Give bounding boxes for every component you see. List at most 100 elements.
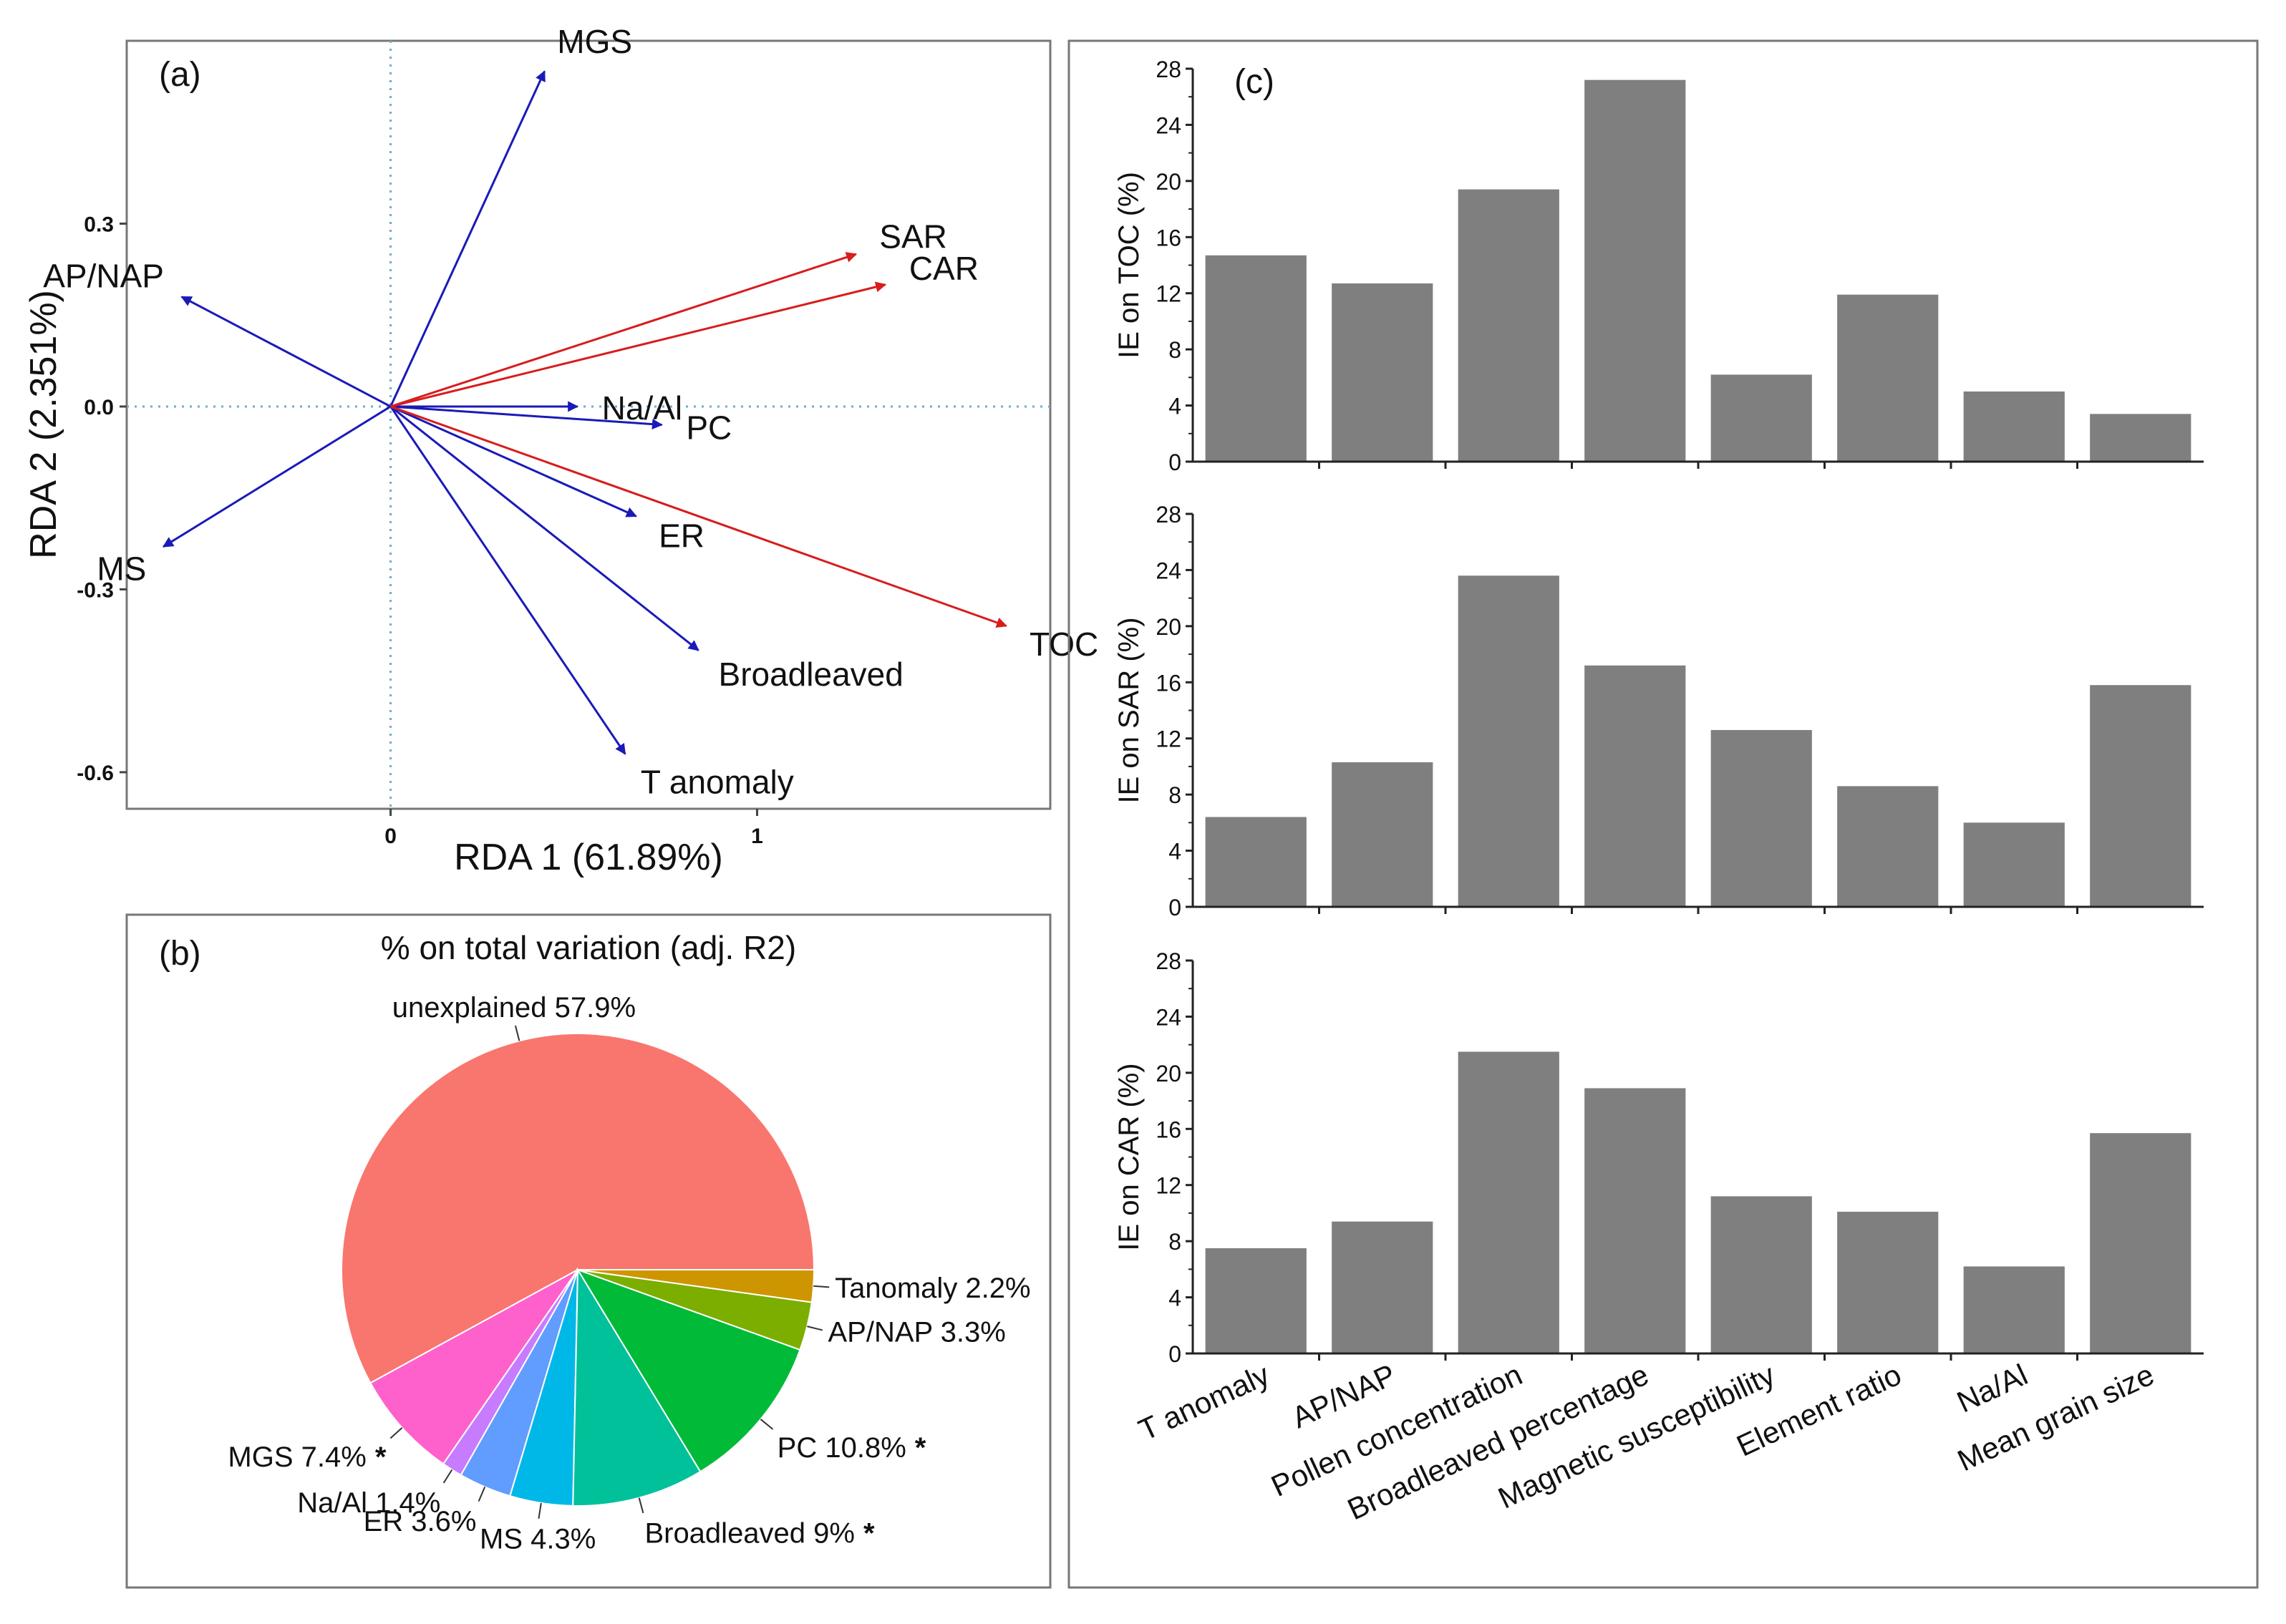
arrow-label-ms: MS bbox=[97, 550, 146, 588]
panel-b-pie: (b) % on total variation (adj. R2) unexp… bbox=[125, 913, 1052, 1589]
pie-label-broadleaved-9: Broadleaved 9% * bbox=[644, 1518, 875, 1550]
arrow-label-t-anomaly: T anomaly bbox=[641, 764, 794, 801]
arrow-t-anomaly bbox=[389, 406, 626, 755]
y-tick-label: 4 bbox=[1168, 394, 1181, 419]
arrow-label-ap-nap: AP/NAP bbox=[43, 258, 164, 295]
pie-label-tanomaly-2-2: Tanomaly 2.2% bbox=[835, 1273, 1030, 1304]
y-tick-label: 24 bbox=[1156, 112, 1181, 138]
category-label-na-al: Na/Al bbox=[1952, 1358, 2033, 1419]
arrow-label-pc: PC bbox=[686, 409, 732, 446]
y-tick-label: 28 bbox=[1156, 57, 1181, 82]
bar-toc-element-ratio bbox=[1837, 294, 1939, 462]
pie-label-mgs-7-4: MGS 7.4% * bbox=[228, 1441, 386, 1473]
y-tick-label: 0 bbox=[1168, 449, 1181, 475]
bar-sar-pollen-concentration bbox=[1458, 575, 1559, 907]
bar-chart-car: 0 4 8 12 16 20 24 28 IE on CAR (%) bbox=[1113, 948, 2204, 1367]
bar-car-magnetic-susceptibility bbox=[1710, 1196, 1812, 1353]
y-tick-label: 8 bbox=[1168, 337, 1181, 363]
arrow-toc bbox=[390, 405, 1007, 628]
y-tick-label: 8 bbox=[1168, 1229, 1181, 1255]
x-tick-label: 1 bbox=[751, 825, 763, 848]
arrow-er bbox=[389, 405, 637, 517]
bar-car-na-al bbox=[1963, 1266, 2065, 1353]
bar-toc-broadleaved-percentage bbox=[1584, 79, 1686, 462]
y-tick-label: 20 bbox=[1156, 1061, 1181, 1086]
significance-marker: * bbox=[375, 1441, 387, 1473]
y-tick-label: 12 bbox=[1156, 1173, 1181, 1199]
pie-labels: unexplained 57.9% MGS 7.4% * Na/Al 1.4%ER 3… bbox=[228, 992, 1030, 1555]
panel-c-bars: (c) 0 4 8 12 16 20 24 28 IE on TOC (%) 0 4 8 12 16 20 2… bbox=[1067, 39, 2259, 1589]
y-tick-label: 20 bbox=[1156, 169, 1181, 195]
y-tick-label: 4 bbox=[1168, 1285, 1181, 1311]
bar-car-broadleaved-percentage bbox=[1584, 1088, 1686, 1353]
arrow-label-car: CAR bbox=[909, 250, 979, 287]
bar-sar-element-ratio bbox=[1837, 786, 1939, 907]
zero-guide-lines bbox=[127, 41, 1050, 809]
bar-car-pollen-concentration bbox=[1458, 1051, 1559, 1353]
y-tick-label: -0.3 bbox=[77, 578, 114, 602]
y-axis-title-car: IE on CAR (%) bbox=[1113, 1063, 1145, 1250]
arrow-label-mgs: MGS bbox=[557, 23, 632, 60]
bar-chart-toc: 0 4 8 12 16 20 24 28 IE on TOC (%) bbox=[1113, 57, 2204, 475]
arrow-label-broadleaved: Broadleaved bbox=[719, 656, 904, 693]
significance-marker: * bbox=[863, 1518, 875, 1550]
pie-leader-line bbox=[478, 1487, 486, 1502]
arrow-label-sar: SAR bbox=[879, 218, 947, 255]
pie-slice-broadleaved-9 bbox=[572, 1267, 702, 1507]
bar-car-t-anomaly bbox=[1205, 1248, 1307, 1353]
y-axis-title: RDA 2 (2.351%) bbox=[23, 290, 64, 559]
arrow-mgs bbox=[389, 70, 546, 407]
bar-sar-mean-grain-size bbox=[2090, 685, 2191, 907]
bar-sar-magnetic-susceptibility bbox=[1710, 729, 1812, 907]
bar-sar-ap-nap bbox=[1332, 762, 1433, 907]
panel-b-frame bbox=[125, 913, 1052, 1589]
bar-toc-magnetic-susceptibility bbox=[1710, 374, 1812, 462]
bar-sar-t-anomaly bbox=[1205, 817, 1307, 907]
pie-label-ap-nap-3-3: AP/NAP 3.3% bbox=[828, 1316, 1005, 1348]
y-tick-label: 16 bbox=[1156, 1117, 1181, 1142]
x-tick-label: 0 bbox=[384, 825, 397, 848]
arrow-broadleaved bbox=[389, 405, 699, 651]
bar-toc-na-al bbox=[1963, 391, 2065, 462]
arrow-pc bbox=[390, 405, 663, 430]
panel-c-frame bbox=[1067, 39, 2259, 1589]
pie-label-pc-10-8: PC 10.8% * bbox=[778, 1432, 926, 1464]
y-axis-title-sar: IE on SAR (%) bbox=[1113, 617, 1145, 803]
bar-sar-na-al bbox=[1963, 822, 2065, 907]
y-tick-label: 12 bbox=[1156, 281, 1181, 307]
bar-chart-sar: 0 4 8 12 16 20 24 28 IE on SAR (%) bbox=[1113, 502, 2204, 920]
pie-title: % on total variation (adj. R2) bbox=[381, 929, 796, 966]
arrow-car bbox=[390, 281, 887, 408]
y-tick-label: 0.0 bbox=[84, 396, 114, 419]
pie-slice-mgs-7-4 bbox=[369, 1269, 578, 1465]
bar-toc-t-anomaly bbox=[1205, 255, 1307, 462]
y-tick-label: 0 bbox=[1168, 1341, 1181, 1367]
axis-ticks: 0.3 0.0 -0.3 -0.6 0 1 bbox=[77, 213, 763, 848]
arrow-label-er: ER bbox=[659, 517, 704, 555]
pie-leader-line bbox=[760, 1419, 774, 1430]
pie-label-er-3-6: ER 3.6% bbox=[364, 1506, 477, 1537]
y-tick-label: 16 bbox=[1156, 225, 1181, 251]
bar-toc-ap-nap bbox=[1332, 283, 1433, 462]
y-tick-label: 24 bbox=[1156, 558, 1181, 583]
pie-leader-line bbox=[538, 1502, 542, 1519]
pie-slice-pc-10-8 bbox=[576, 1268, 801, 1473]
y-axis-title-toc: IE on TOC (%) bbox=[1113, 172, 1145, 359]
x-axis-title: RDA 1 (61.89%) bbox=[454, 837, 723, 878]
y-tick-label: 24 bbox=[1156, 1004, 1181, 1030]
category-label-t-anomaly: T anomaly bbox=[1133, 1358, 1274, 1447]
pie-leader-line bbox=[807, 1326, 823, 1331]
panel-b-label: (b) bbox=[159, 935, 201, 973]
significance-marker: * bbox=[915, 1432, 926, 1464]
pie-label-na-al-1-4: Na/Al 1.4% bbox=[297, 1487, 440, 1519]
y-tick-label: 20 bbox=[1156, 614, 1181, 640]
bar-car-ap-nap bbox=[1332, 1221, 1433, 1353]
arrow-ap-nap bbox=[180, 296, 392, 408]
bar-car-mean-grain-size bbox=[2090, 1133, 2191, 1353]
arrow-label-toc: TOC bbox=[1030, 626, 1098, 663]
pie-leader-line bbox=[813, 1285, 830, 1288]
